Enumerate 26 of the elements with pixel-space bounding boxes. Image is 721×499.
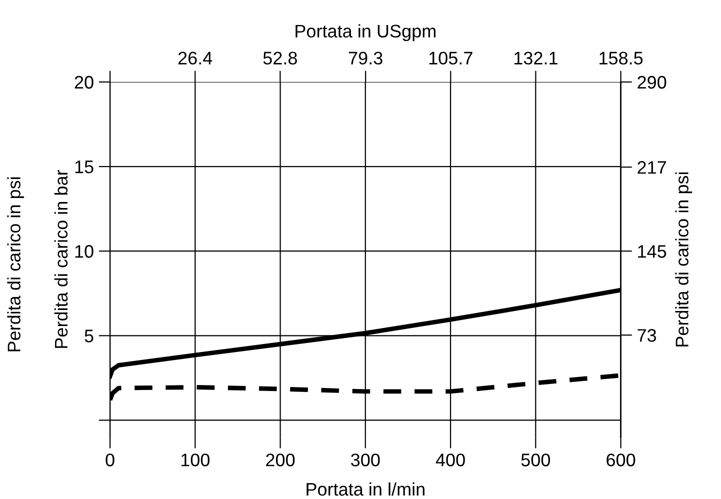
- text: Perdita di carico in psi: [7, 177, 24, 352]
- y-axis-title: Perdita di carico in bar: [54, 170, 68, 348]
- x-tick-label: 0: [106, 454, 114, 466]
- y2-tick-label: 290: [638, 76, 666, 89]
- x2-tick-label: 132.1: [514, 52, 558, 65]
- x-tick-label: 600: [606, 454, 636, 466]
- y2-axis-title: Perdita di carico in psi: [675, 172, 692, 346]
- x2-tick-label: 52.8: [263, 52, 297, 65]
- x-axis-title: Portata in l/min: [306, 482, 424, 496]
- y2-tick-label: 73: [638, 329, 656, 342]
- x-tick-label: 200: [266, 454, 295, 466]
- x-tick-label: 500: [521, 454, 550, 466]
- x-tick-label: 300: [351, 454, 380, 466]
- x2-tick-label: 158.5: [600, 52, 643, 65]
- x2-axis-title: Portata in USgpm: [296, 24, 436, 42]
- x2-tick-label: 26.4: [178, 52, 212, 65]
- x-tick-label: 100: [181, 454, 210, 466]
- x2-tick-label: 105.7: [429, 52, 472, 65]
- y-tick-label: 10: [75, 245, 94, 258]
- y-tick-label: 15: [75, 160, 94, 174]
- x2-tick-label: 79.3: [348, 52, 382, 65]
- y-tick-label: 5: [84, 330, 94, 342]
- y2-tick-label: 145: [638, 245, 666, 258]
- y-tick-label: 20: [74, 76, 94, 89]
- x-tick-label: 400: [436, 454, 465, 466]
- y2-tick-label: 217: [638, 161, 666, 174]
